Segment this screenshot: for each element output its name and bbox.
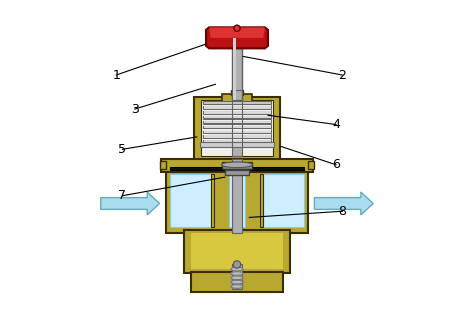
Bar xyxy=(194,97,280,162)
Bar xyxy=(233,38,236,100)
Bar xyxy=(308,161,314,169)
Ellipse shape xyxy=(221,162,253,168)
Bar xyxy=(203,139,271,143)
Bar xyxy=(203,101,271,104)
Ellipse shape xyxy=(231,280,243,284)
Ellipse shape xyxy=(203,140,271,142)
Text: 5: 5 xyxy=(118,143,127,156)
Bar xyxy=(260,174,264,227)
Bar xyxy=(203,105,271,109)
Ellipse shape xyxy=(231,285,243,288)
Bar xyxy=(184,230,290,273)
Circle shape xyxy=(234,25,240,31)
Text: 7: 7 xyxy=(118,189,127,202)
Bar xyxy=(203,125,271,126)
Bar xyxy=(200,142,274,147)
Bar xyxy=(161,159,313,172)
Bar xyxy=(264,174,303,227)
Bar xyxy=(203,110,271,114)
Bar xyxy=(203,119,271,123)
Text: 8: 8 xyxy=(338,205,346,218)
Ellipse shape xyxy=(203,135,271,137)
Bar xyxy=(203,105,271,106)
Bar xyxy=(232,264,242,289)
Ellipse shape xyxy=(231,272,243,275)
Bar xyxy=(225,170,249,175)
Ellipse shape xyxy=(203,121,271,123)
Text: 4: 4 xyxy=(332,118,340,131)
Polygon shape xyxy=(314,192,373,215)
Bar xyxy=(171,174,210,227)
Bar xyxy=(201,100,273,156)
Ellipse shape xyxy=(203,116,271,118)
Bar xyxy=(203,134,271,138)
Ellipse shape xyxy=(203,126,271,128)
Bar xyxy=(231,91,243,95)
Bar xyxy=(232,91,242,156)
Bar xyxy=(203,134,271,136)
Ellipse shape xyxy=(203,130,271,132)
Circle shape xyxy=(233,261,241,268)
Bar xyxy=(203,114,271,118)
Bar xyxy=(210,174,214,227)
Text: 2: 2 xyxy=(338,68,346,81)
Ellipse shape xyxy=(203,106,271,108)
Bar xyxy=(221,162,253,169)
Bar xyxy=(232,91,242,156)
Bar xyxy=(191,272,283,292)
Polygon shape xyxy=(101,192,160,215)
Ellipse shape xyxy=(231,267,243,271)
Bar xyxy=(166,168,308,233)
Bar xyxy=(232,38,242,100)
Bar xyxy=(203,139,271,140)
Bar xyxy=(191,233,283,268)
Bar xyxy=(203,129,271,131)
Bar xyxy=(203,120,271,121)
Text: 3: 3 xyxy=(131,103,139,116)
Ellipse shape xyxy=(203,111,271,113)
Bar xyxy=(171,167,303,170)
Text: 6: 6 xyxy=(332,158,340,171)
Bar xyxy=(203,124,271,128)
Bar xyxy=(203,110,271,111)
Polygon shape xyxy=(209,27,265,38)
Bar xyxy=(229,174,245,227)
Bar xyxy=(203,115,271,116)
Polygon shape xyxy=(206,27,268,49)
Bar xyxy=(232,159,242,233)
Ellipse shape xyxy=(231,276,243,280)
Bar xyxy=(222,94,252,104)
Text: 1: 1 xyxy=(112,68,120,81)
Bar xyxy=(160,161,166,169)
Bar xyxy=(203,129,271,133)
